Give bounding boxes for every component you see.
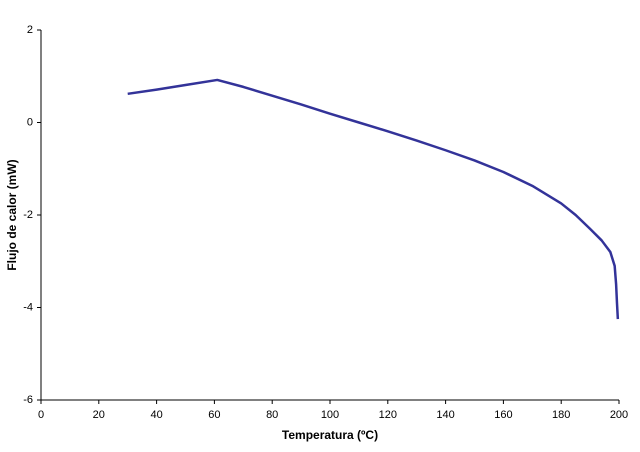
x-tick-label: 20	[93, 409, 105, 421]
data-line	[127, 78, 620, 320]
x-tick-label: 80	[266, 409, 278, 421]
y-tick-label: -6	[23, 394, 33, 406]
x-tick-label: 140	[436, 409, 454, 421]
x-tick-label: 120	[379, 409, 397, 421]
x-axis-title: Temperatura (ºC)	[282, 428, 378, 442]
x-tick-label: 160	[494, 409, 512, 421]
y-tick-label: -4	[23, 301, 33, 313]
x-tick-label: 200	[610, 409, 628, 421]
x-tick-label: 180	[552, 409, 570, 421]
x-tick-label: 100	[321, 409, 339, 421]
y-axis-title: Flujo de calor (mW)	[5, 159, 19, 270]
x-tick-label: 60	[208, 409, 220, 421]
y-tick-label: 2	[27, 24, 33, 36]
x-tick-label: 0	[38, 409, 44, 421]
y-tick-label: -2	[23, 209, 33, 221]
y-tick-label: 0	[27, 116, 33, 128]
x-tick-label: 40	[150, 409, 162, 421]
